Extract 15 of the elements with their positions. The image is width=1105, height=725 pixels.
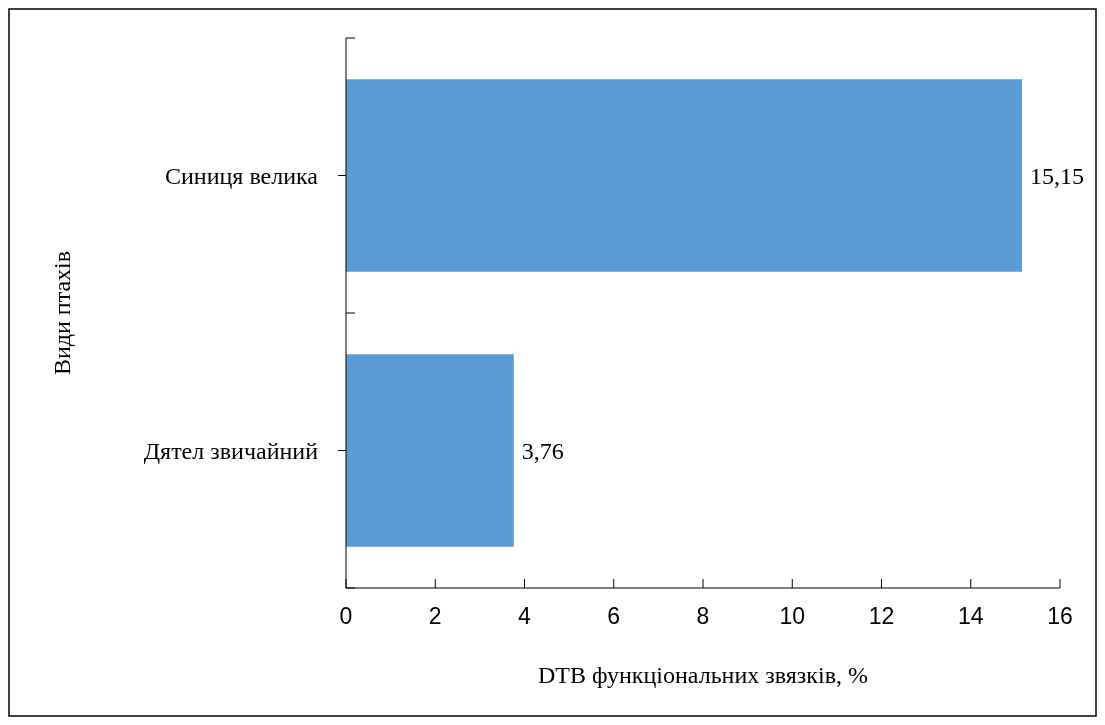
y-axis-title: Види птахів bbox=[49, 250, 75, 376]
y-tick-label: Синиця велика bbox=[164, 162, 319, 189]
x-tick-label: 8 bbox=[696, 603, 710, 629]
x-axis-title: DTB функціональних звязків, % bbox=[538, 662, 868, 688]
x-tick-label: 4 bbox=[518, 603, 532, 629]
x-tick-label: 16 bbox=[1047, 603, 1073, 629]
x-tick-label: 2 bbox=[428, 603, 442, 629]
x-tick-label: 10 bbox=[779, 603, 806, 629]
data-label: 3,76 bbox=[521, 437, 564, 464]
x-tick-label: 14 bbox=[957, 603, 984, 629]
x-tick-label: 12 bbox=[868, 603, 895, 629]
x-tick-label: 6 bbox=[607, 603, 621, 629]
x-tick-label: 0 bbox=[339, 603, 353, 629]
y-tick-label: Дятел звичайний bbox=[143, 437, 319, 464]
data-label: 15,15 bbox=[1030, 162, 1085, 189]
